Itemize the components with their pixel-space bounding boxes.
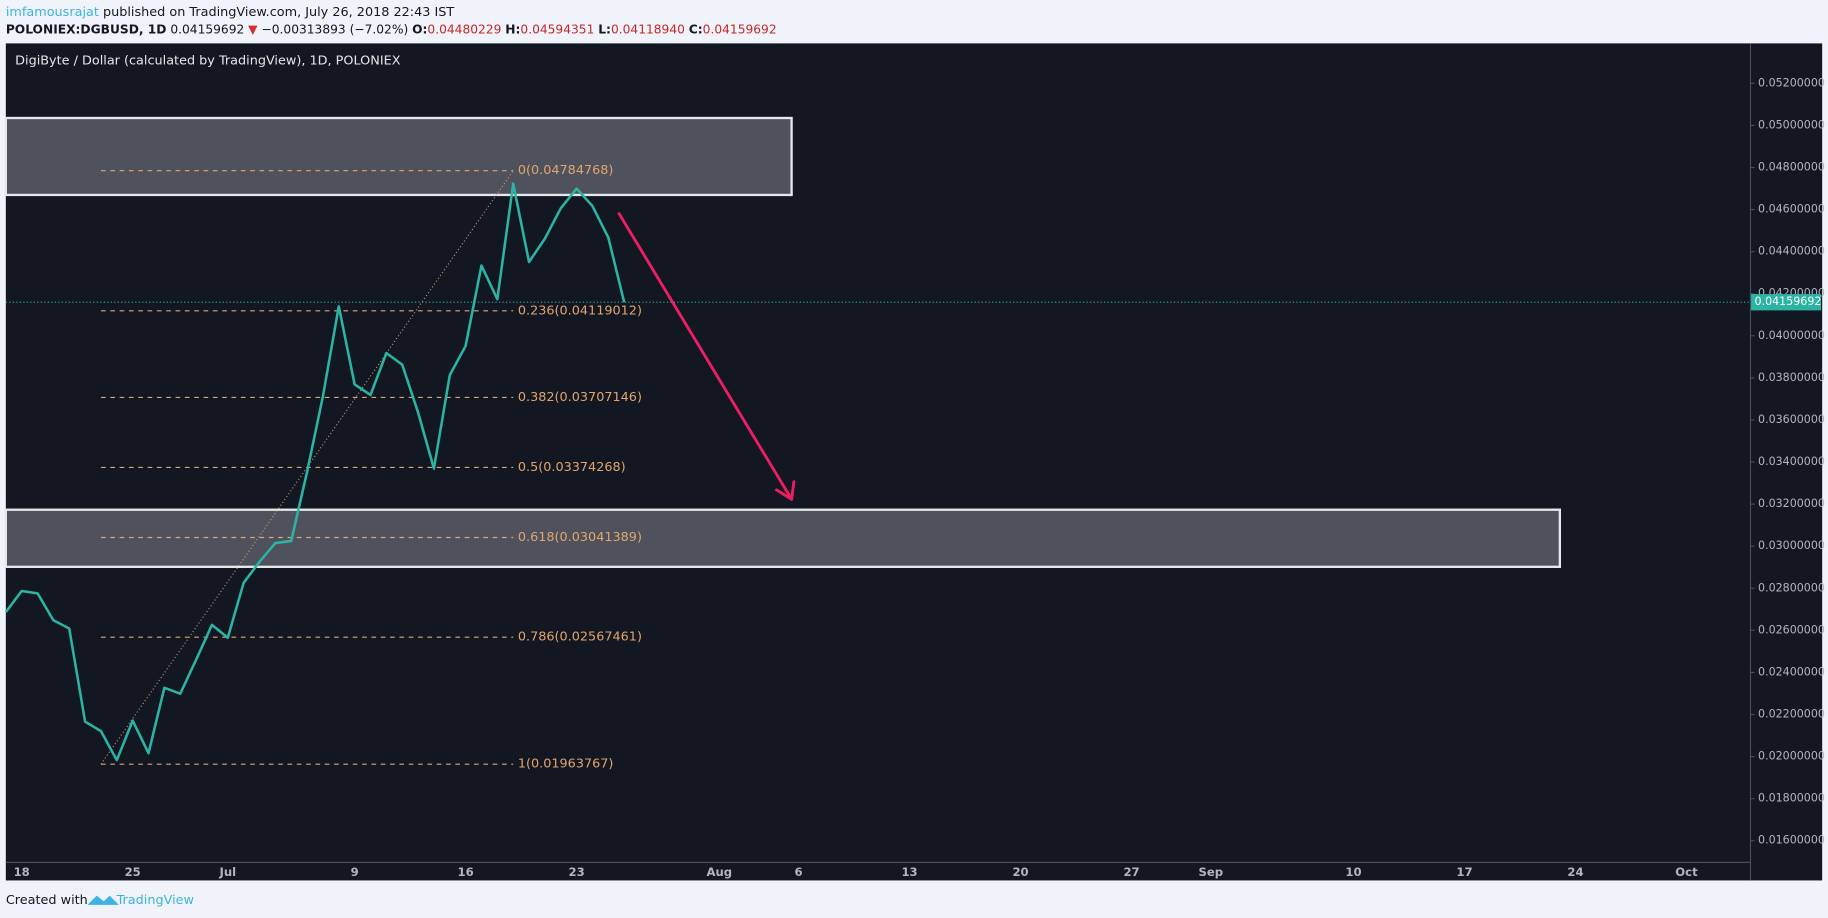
support-zone xyxy=(4,508,1562,569)
plot: 0(0.04784768) 0.236(0.04119012) 0.382(0.03… xyxy=(4,116,1562,772)
published: published on TradingView.com, July 26, 2… xyxy=(103,4,454,19)
y-tick-label: 0.03800000 xyxy=(1758,371,1825,384)
symbol: POLONIEX:DGBUSD, 1D xyxy=(6,22,167,36)
resistance-zone xyxy=(4,116,793,197)
y-tick-label: 0.02400000 xyxy=(1758,665,1825,678)
y-tick-label: 0.02000000 xyxy=(1758,750,1825,763)
down-arrow: ▼ xyxy=(248,22,258,36)
y-tick-label: 0.03200000 xyxy=(1758,497,1825,510)
arrow-shaft xyxy=(617,212,794,501)
x-tick-label: Aug xyxy=(706,865,732,879)
x-tick-label: 25 xyxy=(125,865,141,879)
y-tick-label: 0.05000000 xyxy=(1758,118,1825,131)
close: 0.04159692 xyxy=(703,22,777,36)
x-tick-label: 18 xyxy=(14,865,30,879)
price-line xyxy=(4,182,626,762)
author[interactable]: imfamousrajat xyxy=(6,4,99,19)
y-tick-label: 0.01600000 xyxy=(1758,834,1825,847)
arrow-head xyxy=(774,488,794,501)
open-label: O: xyxy=(412,22,427,36)
y-tick-label: 0.03000000 xyxy=(1758,539,1825,552)
high-label: H: xyxy=(505,22,520,36)
fib-level-label: 0.618(0.03041389) xyxy=(518,530,642,545)
low: 0.04118940 xyxy=(611,22,685,36)
y-tick-label: 0.05200000 xyxy=(1758,76,1825,89)
y-tick-label: 0.04400000 xyxy=(1758,245,1825,258)
fib-level-label: 1(0.01963767) xyxy=(518,757,614,772)
x-tick-label: Oct xyxy=(1675,865,1698,879)
chart-title: DigiByte / Dollar (calculated by Trading… xyxy=(15,53,401,68)
x-tick-label: Jul xyxy=(218,865,236,879)
arrow-head xyxy=(790,480,796,501)
high: 0.04594351 xyxy=(520,22,594,36)
y-tick-label: 0.02600000 xyxy=(1758,623,1825,636)
x-tick-label: 10 xyxy=(1345,865,1361,879)
x-tick-label: 16 xyxy=(458,865,474,879)
x-tick-label: 27 xyxy=(1123,865,1139,879)
x-tick-label: 13 xyxy=(901,865,917,879)
x-tick-label: 9 xyxy=(351,865,359,879)
y-tick-label: 0.02800000 xyxy=(1758,581,1825,594)
x-tick-label: 23 xyxy=(569,865,585,879)
header-line-2: POLONIEX:DGBUSD, 1D 0.04159692 ▼ −0.0031… xyxy=(6,22,777,36)
x-tick-label: 24 xyxy=(1567,865,1583,879)
x-tick-label: Sep xyxy=(1199,865,1224,879)
last-price-label: 0.04159692 xyxy=(1755,295,1822,308)
low-label: L: xyxy=(598,22,611,36)
open: 0.04480229 xyxy=(427,22,501,36)
y-tick-label: 0.02200000 xyxy=(1758,708,1825,721)
x-tick-label: 20 xyxy=(1012,865,1028,879)
fib-level-label: 0.382(0.03707146) xyxy=(518,390,642,405)
y-tick-label: 0.04600000 xyxy=(1758,203,1825,216)
tradingview-logo xyxy=(87,895,119,905)
fib-level-label: 0.236(0.04119012) xyxy=(518,303,642,318)
y-tick-label: 0.03600000 xyxy=(1758,413,1825,426)
close-label: C: xyxy=(689,22,703,36)
y-tick-label: 0.01800000 xyxy=(1758,792,1825,805)
change: −0.00313893 (−7.02%) xyxy=(261,22,408,36)
fib-level-label: 0.786(0.02567461) xyxy=(518,630,642,645)
fib-level-label: 0.5(0.03374268) xyxy=(518,460,626,475)
footer-created: Created with xyxy=(6,893,88,908)
last-price-box xyxy=(1751,294,1822,311)
price: 0.04159692 xyxy=(170,22,244,36)
y-tick-label: 0.03400000 xyxy=(1758,455,1825,468)
y-tick-label: 0.04800000 xyxy=(1758,161,1825,174)
footer-brand[interactable]: TradingView xyxy=(116,893,194,908)
fib-level-label: 0(0.04784768) xyxy=(518,163,614,178)
projection-arrow xyxy=(617,212,796,501)
x-tick-label: 17 xyxy=(1456,865,1472,879)
header-line-1: imfamousrajat published on TradingView.c… xyxy=(6,4,455,19)
y-tick-label: 0.04000000 xyxy=(1758,329,1825,342)
x-tick-label: 6 xyxy=(795,865,803,879)
